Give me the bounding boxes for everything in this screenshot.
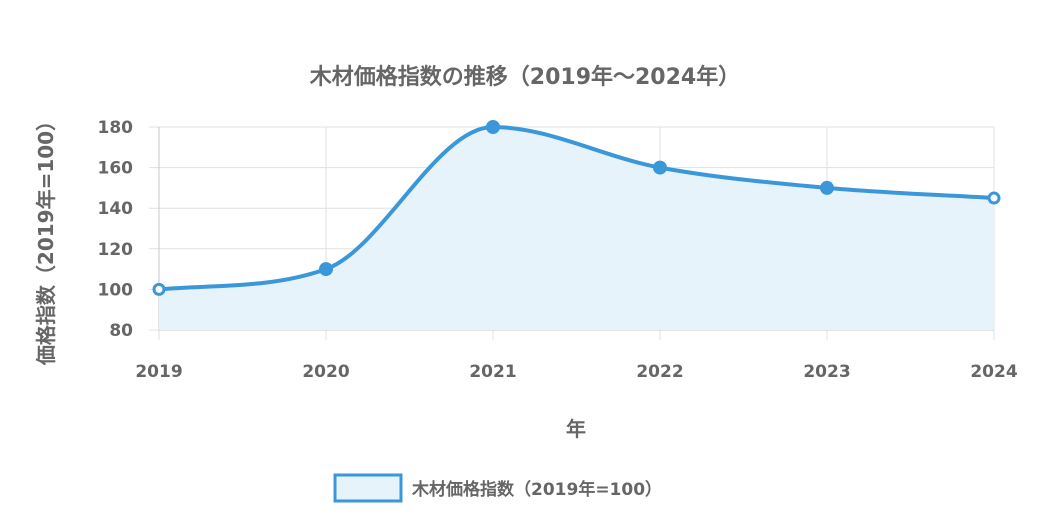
x-tick-label: 2019 bbox=[135, 362, 182, 382]
data-point[interactable] bbox=[486, 120, 500, 134]
x-tick-label: 2020 bbox=[302, 362, 349, 382]
legend-label: 木材価格指数（2019年=100） bbox=[411, 479, 662, 500]
x-tick-labels: 2019 2020 2021 2022 2023 2024 bbox=[135, 362, 1017, 382]
x-tick-label: 2024 bbox=[970, 362, 1017, 382]
data-point[interactable] bbox=[820, 180, 834, 195]
y-axis-title: 価格指数（2019年=100） bbox=[34, 111, 58, 366]
data-point[interactable] bbox=[653, 160, 667, 175]
data-point[interactable] bbox=[319, 262, 333, 277]
data-point[interactable] bbox=[152, 282, 166, 296]
y-tick-label: 80 bbox=[109, 321, 133, 341]
series-area bbox=[159, 127, 994, 330]
x-axis-title: 年 bbox=[566, 417, 586, 441]
y-tick-label: 160 bbox=[98, 159, 134, 179]
y-tick-label: 180 bbox=[98, 118, 134, 138]
y-tick-labels: 80 100 120 140 160 180 bbox=[98, 118, 134, 341]
y-tick-label: 140 bbox=[98, 199, 134, 219]
legend[interactable]: 木材価格指数（2019年=100） bbox=[333, 473, 662, 503]
area-fill-layer bbox=[159, 127, 994, 330]
chart-title: 木材価格指数の推移（2019年〜2024年） bbox=[309, 64, 740, 90]
y-tick-label: 120 bbox=[98, 240, 134, 260]
data-point[interactable] bbox=[987, 191, 1001, 205]
series-line-layer bbox=[157, 125, 996, 292]
data-points-layer bbox=[152, 120, 1001, 296]
x-tick-label: 2021 bbox=[469, 362, 516, 382]
legend-swatch bbox=[333, 473, 403, 503]
series-line bbox=[157, 125, 996, 292]
y-tick-label: 100 bbox=[98, 280, 134, 300]
x-tick-label: 2022 bbox=[636, 362, 683, 382]
x-tick-label: 2023 bbox=[803, 362, 850, 382]
